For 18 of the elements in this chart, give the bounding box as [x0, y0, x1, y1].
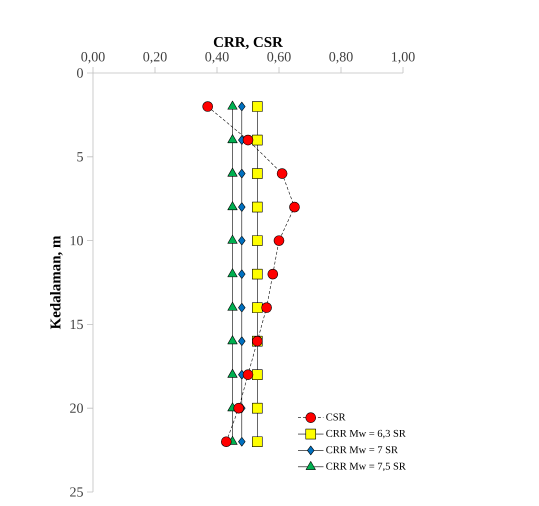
- x-tick-label: 0,80: [329, 52, 353, 64]
- y-tick-label: 5: [77, 152, 83, 162]
- legend-label: CSR: [326, 413, 346, 421]
- y-tick-label: 25: [70, 487, 83, 497]
- x-tick-label: 0,20: [143, 52, 167, 64]
- x-axis-title: CRR, CSR: [214, 37, 283, 50]
- x-tick-label: 0,60: [267, 52, 291, 64]
- y-tick-label: 15: [70, 320, 83, 330]
- legend-label: CRR Mw = 7 SR: [326, 446, 398, 454]
- y-tick-label: 10: [70, 236, 83, 246]
- legend-label: CRR Mw = 7,5 SR: [326, 462, 406, 472]
- y-tick-label: 20: [70, 403, 83, 413]
- legend-label: CRR Mw = 6,3 SR: [326, 430, 406, 438]
- x-tick-label: 0,40: [205, 52, 229, 64]
- y-axis-title: Kedalaman, m: [50, 236, 63, 330]
- x-tick-label: 0,00: [81, 52, 105, 64]
- x-tick-label: 1,00: [392, 52, 415, 64]
- y-tick-label: 0: [77, 68, 83, 78]
